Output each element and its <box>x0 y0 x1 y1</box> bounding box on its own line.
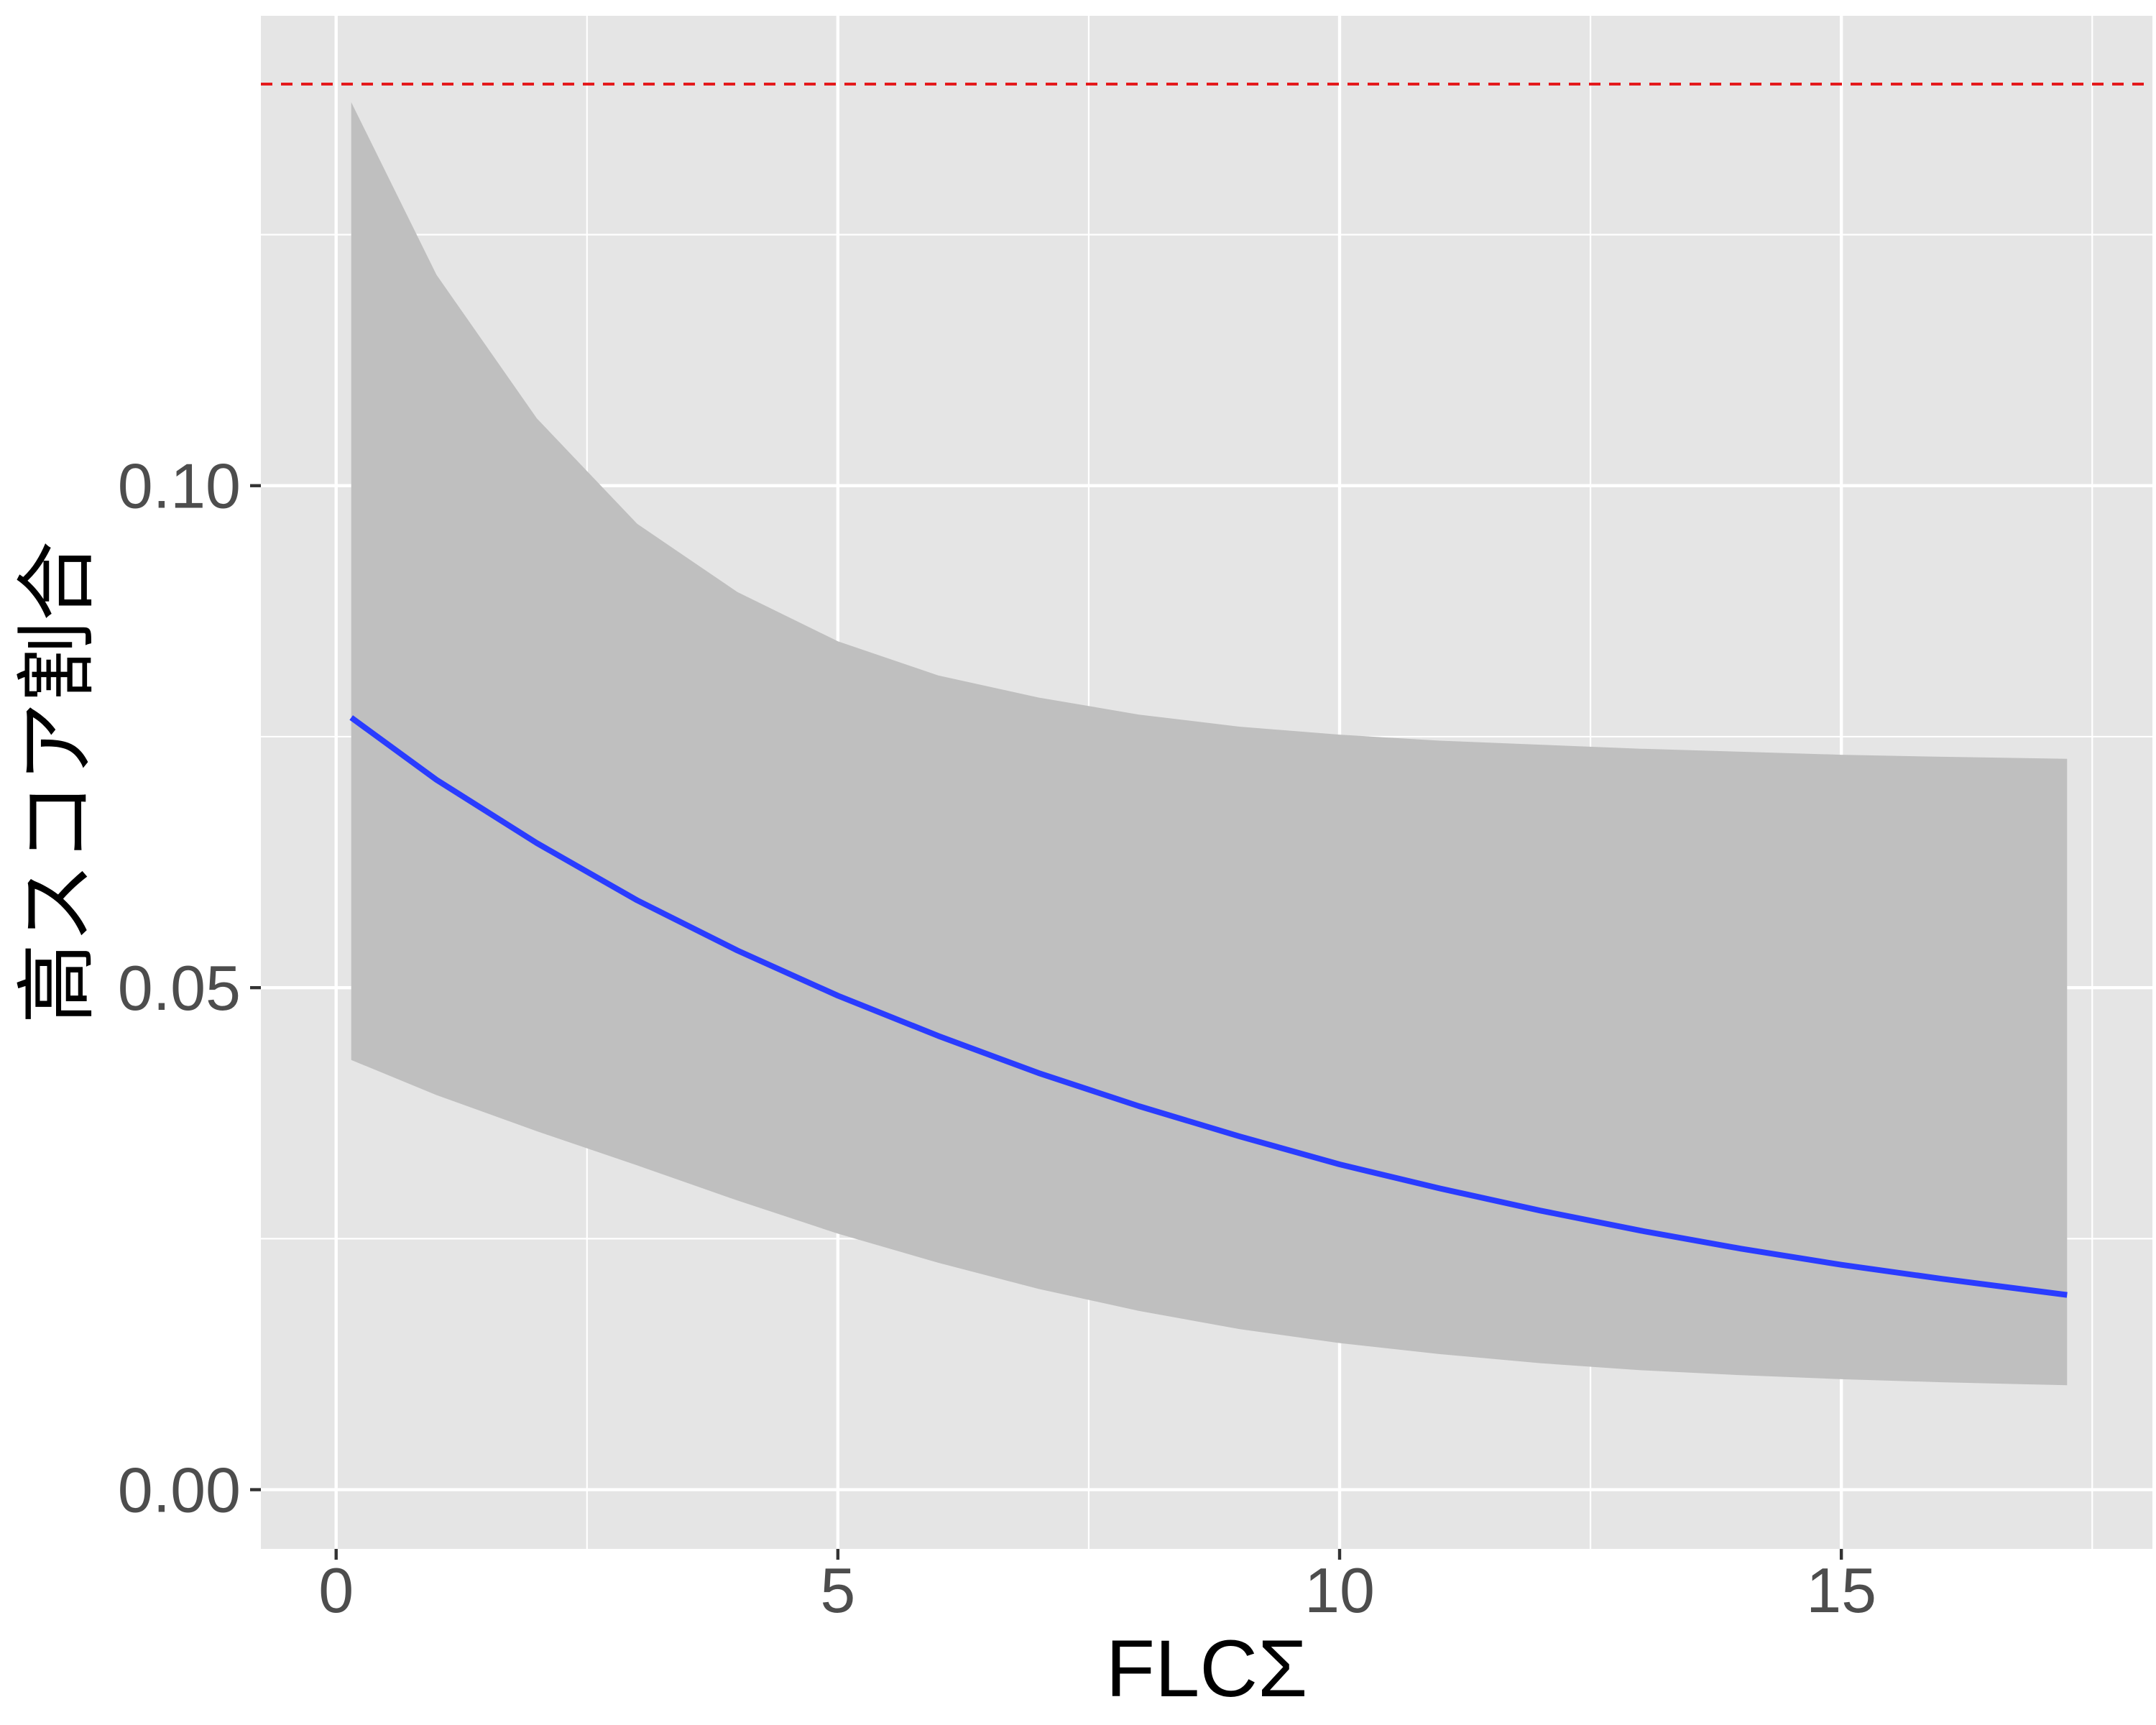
y-axis-ticks <box>250 484 261 1491</box>
y-tick-label: 0.00 <box>118 1455 241 1526</box>
x-tick-label: 15 <box>1806 1555 1876 1626</box>
x-tick-label: 0 <box>318 1555 354 1626</box>
x-tick-label: 10 <box>1304 1555 1375 1626</box>
fitted-line <box>349 715 2068 1298</box>
confidence-ribbon <box>351 102 2068 1386</box>
y-tick-label: 0.05 <box>118 952 241 1024</box>
y-axis-tick-labels: 0.00 0.05 0.10 <box>118 451 241 1526</box>
x-axis-ticks <box>334 1549 1843 1560</box>
y-tick-label: 0.10 <box>118 451 241 522</box>
x-axis-title: FLCΣ <box>1106 1624 1308 1714</box>
x-axis-tick-labels: 0 5 10 15 <box>318 1555 1876 1626</box>
y-axis-title: 高スコア割合 <box>12 541 102 1024</box>
x-tick-label: 5 <box>820 1555 855 1626</box>
